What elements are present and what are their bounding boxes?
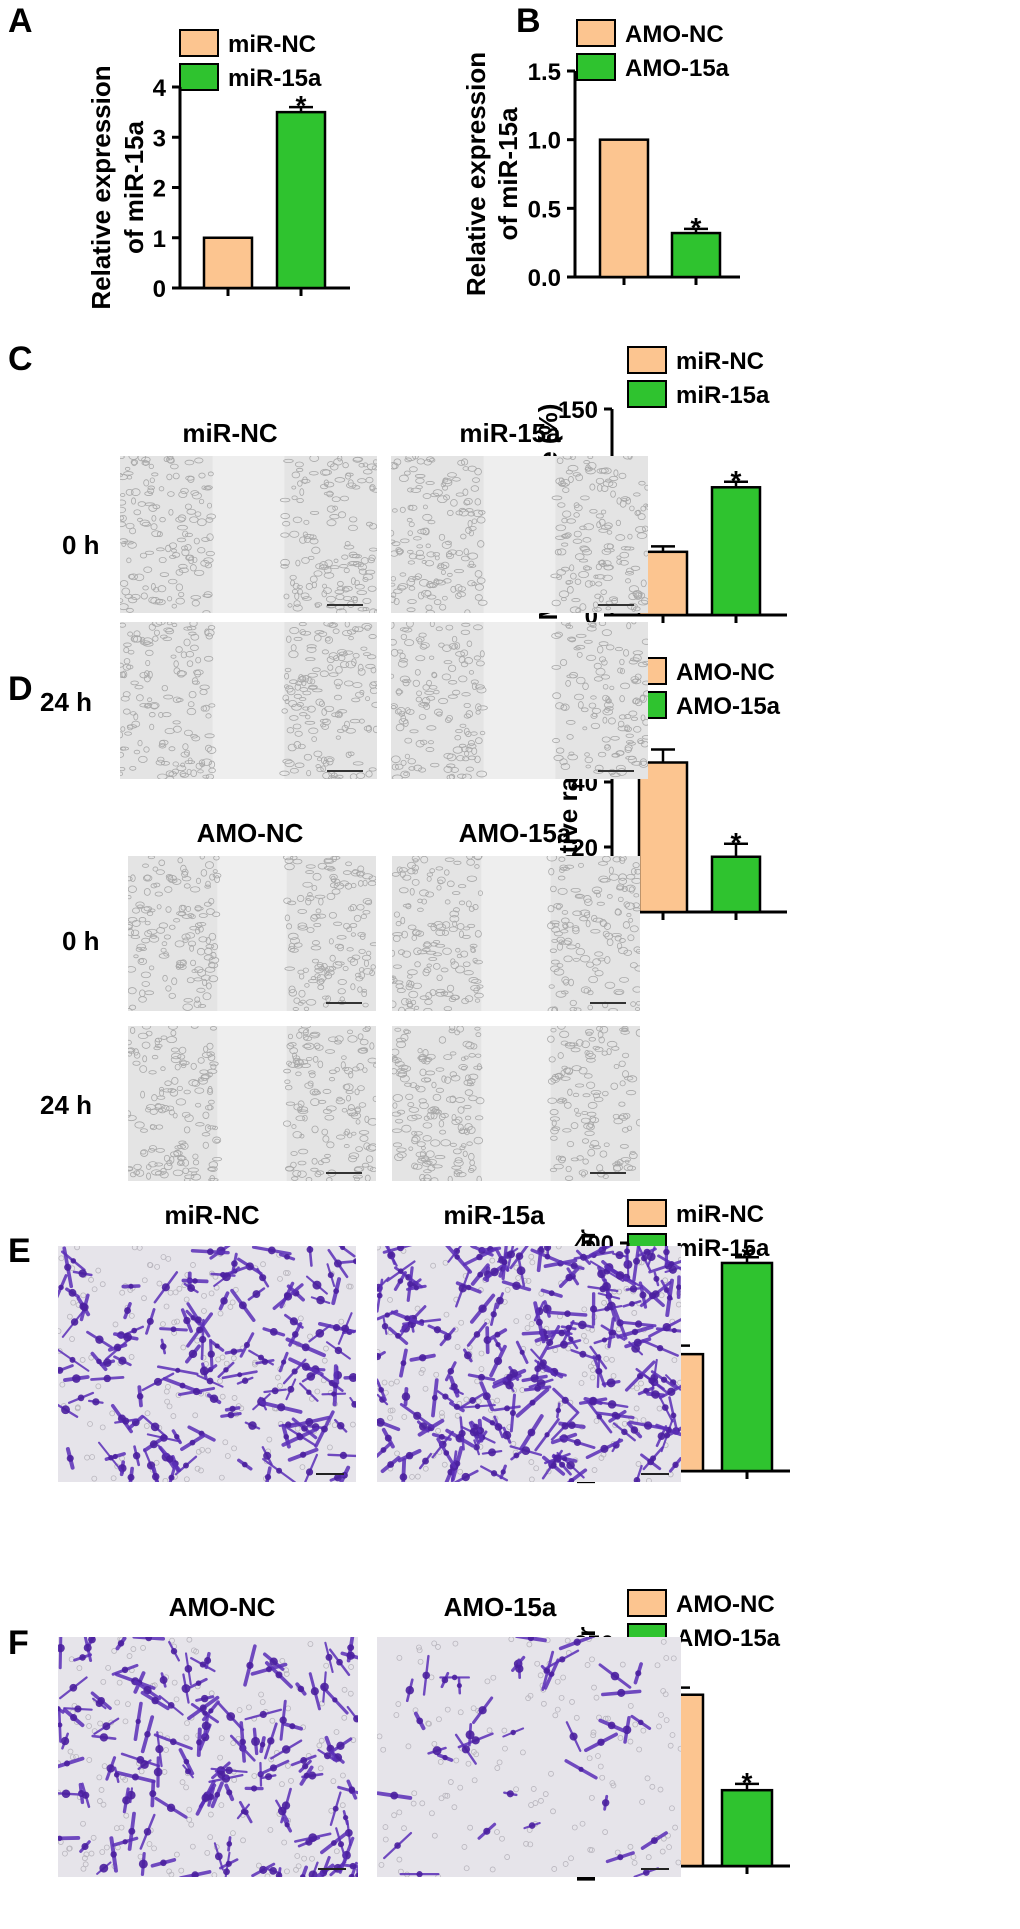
- significance-star-a: *: [296, 90, 307, 121]
- legend-swatch-b-2: [576, 53, 616, 81]
- chart-a: miR-NC miR-15a Relative expression of miR-1…: [86, 29, 350, 310]
- y-tick-label-b-2: 1.0: [528, 128, 561, 155]
- micrograph-texture: [128, 856, 376, 1011]
- legend-label-f-2: AMO-15a: [676, 1625, 781, 1652]
- significance-star-d: *: [731, 827, 742, 858]
- bar-a-mir-nc: [202, 236, 254, 290]
- legend-label-b-1: AMO-NC: [625, 21, 724, 48]
- panel-letter-a: A: [8, 2, 33, 40]
- panel-c-column-label-2: miR-15a: [459, 418, 561, 448]
- micrograph-texture: [377, 1246, 681, 1482]
- micrograph-c-mir15a-24h: [391, 622, 648, 779]
- micrograph-texture: [58, 1637, 358, 1877]
- panel-letter-f: F: [8, 1624, 29, 1662]
- bar-d-amo-15a: [710, 855, 762, 914]
- significance-star-e: *: [742, 1240, 753, 1271]
- y-axis-label-a-1: Relative expression: [86, 65, 116, 309]
- micrograph-f-amonc: [58, 1637, 358, 1877]
- micrograph-texture: [120, 456, 377, 613]
- bar-b-amo-nc: [598, 138, 650, 279]
- legend-label-a-2: miR-15a: [228, 65, 322, 92]
- legend-swatch-f-1: [627, 1589, 667, 1617]
- bar-f-amo-15a: [720, 1788, 774, 1868]
- bar-a-mir-15a: [275, 110, 327, 290]
- y-tick-label-a-1: 1: [153, 226, 166, 253]
- micrograph-d-amonc-0h: [128, 856, 376, 1011]
- micrograph-e-mirnc: [58, 1246, 356, 1482]
- panel-d-row-label-0h: 0 h: [62, 926, 100, 956]
- legend-swatch-e-1: [627, 1199, 667, 1227]
- bar-d-amo-nc: [637, 761, 689, 914]
- bar-e-mir-15a: [720, 1261, 774, 1473]
- panel-letter-c: C: [8, 340, 33, 378]
- legend-label-f-1: AMO-NC: [676, 1591, 775, 1618]
- panel-c-column-label-1: miR-NC: [182, 418, 278, 448]
- y-tick-label-c-3: 150: [558, 397, 598, 424]
- y-tick-label-a-3: 3: [153, 125, 166, 152]
- legend-label-c-2: miR-15a: [676, 382, 770, 409]
- legend-label-d-1: AMO-NC: [676, 659, 775, 686]
- y-tick-label-b-0: 0.0: [528, 265, 561, 292]
- micrograph-c-mirnc-0h: [120, 456, 377, 613]
- legend-swatch-c-1: [627, 346, 667, 374]
- legend-label-a-1: miR-NC: [228, 31, 316, 58]
- significance-star-f: *: [742, 1767, 753, 1798]
- micrograph-c-mirnc-24h: [120, 622, 377, 779]
- y-tick-label-a-4: 4: [153, 75, 167, 102]
- bar-c-mir-15a: [710, 486, 762, 617]
- y-tick-label-a-2: 2: [153, 176, 166, 203]
- panel-letter-d: D: [8, 670, 33, 708]
- panel-letter-e: E: [8, 1232, 31, 1270]
- micrograph-d-amo15a-0h: [392, 856, 640, 1011]
- y-tick-label-a-0: 0: [153, 276, 166, 303]
- legend-swatch-a-2: [179, 63, 219, 91]
- micrograph-texture: [392, 856, 640, 1011]
- y-axis-label-b-1: Relative expression: [461, 52, 491, 296]
- panel-f-column-label-2: AMO-15a: [443, 1592, 557, 1622]
- panel-letter-b: B: [516, 2, 541, 40]
- panel-d-row-label-24h: 24 h: [40, 1090, 93, 1120]
- micrograph-d-amo15a-24h: [392, 1026, 640, 1181]
- significance-star-c: *: [731, 465, 742, 496]
- legend-label-e-1: miR-NC: [676, 1201, 764, 1228]
- panel-c-row-label-24h: 24 h: [40, 687, 93, 717]
- panel-d-column-label-1: AMO-NC: [196, 818, 304, 848]
- micrograph-c-mir15a-0h: [391, 456, 648, 613]
- panel-f-column-label-1: AMO-NC: [168, 1592, 276, 1622]
- micrograph-texture: [128, 1026, 376, 1181]
- micrograph-texture: [391, 456, 648, 613]
- micrograph-texture: [391, 622, 648, 779]
- y-tick-label-b-1: 0.5: [528, 196, 561, 223]
- y-axis-label-a-2: of miR-15a: [119, 121, 149, 254]
- micrograph-e-mir15a: [377, 1246, 681, 1482]
- y-axis-label-b-2: of miR-15a: [493, 107, 523, 240]
- micrograph-texture: [392, 1026, 640, 1181]
- micrograph-texture: [377, 1637, 681, 1877]
- panel-e-column-label-2: miR-15a: [443, 1200, 545, 1230]
- legend-swatch-c-2: [627, 380, 667, 408]
- micrograph-f-amo15a: [377, 1637, 681, 1877]
- micrograph-texture: [120, 622, 377, 779]
- legend-label-c-1: miR-NC: [676, 348, 764, 375]
- micrograph-texture: [58, 1246, 356, 1482]
- legend-label-d-2: AMO-15a: [676, 693, 781, 720]
- legend-swatch-a-1: [179, 29, 219, 57]
- legend-swatch-b-1: [576, 19, 616, 47]
- chart-b: AMO-NC AMO-15a Relative expression of miR-1…: [461, 19, 740, 296]
- legend-label-b-2: AMO-15a: [625, 55, 730, 82]
- panel-c-row-label-0h: 0 h: [62, 530, 100, 560]
- micrograph-d-amonc-24h: [128, 1026, 376, 1181]
- panel-e-column-label-1: miR-NC: [164, 1200, 260, 1230]
- y-tick-label-b-3: 1.5: [528, 59, 561, 86]
- significance-star-b: *: [691, 212, 702, 243]
- panel-d-column-label-2: AMO-15a: [458, 818, 572, 848]
